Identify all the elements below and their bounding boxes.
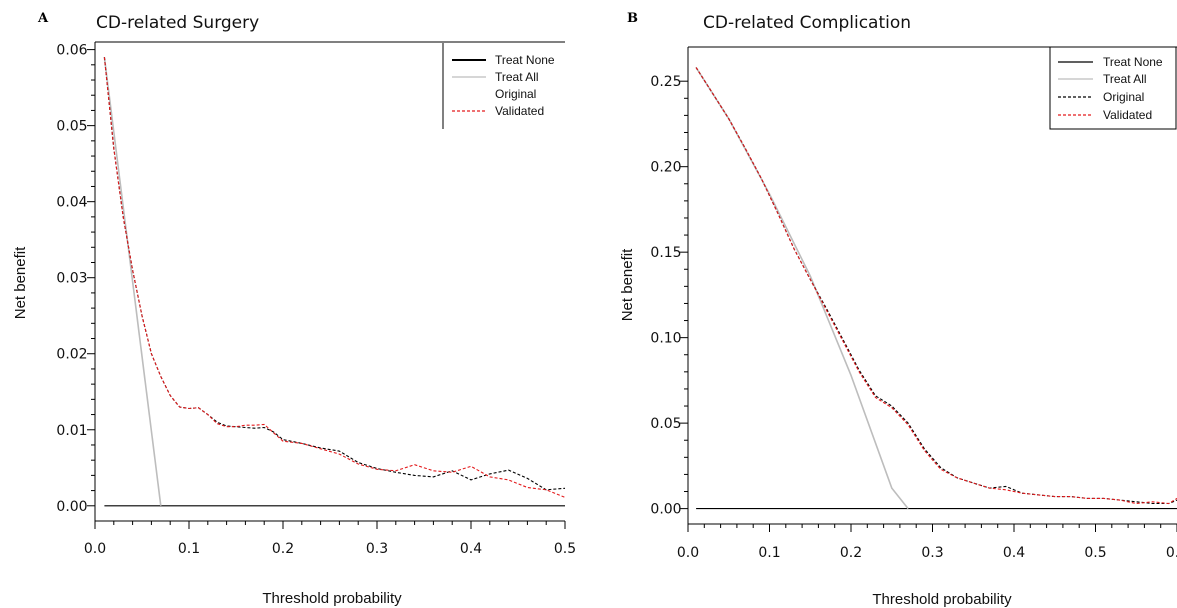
y-tick-label: 0.15	[650, 245, 681, 261]
x-tick-label: 0.0	[677, 545, 699, 561]
x-tick-label: 0.4	[1003, 545, 1025, 561]
x-tick-label: 0.5	[1084, 545, 1106, 561]
panel-letter: A	[37, 11, 49, 26]
x-tick-label: 0.3	[921, 545, 943, 561]
x-tick-label: 0.0	[84, 541, 106, 557]
chart-title: CD-related Complication	[703, 13, 911, 33]
series-line-original	[695, 67, 1177, 505]
y-tick-label: 0.06	[56, 43, 87, 59]
x-tick-label: 0.3	[366, 541, 388, 557]
x-tick-label: 0.2	[840, 545, 862, 561]
series-line-validated	[695, 67, 1177, 505]
series-line-treat-all	[103, 57, 162, 506]
x-tick-label: 0.6	[1166, 545, 1177, 561]
legend-label-treat-all: Treat All	[495, 70, 539, 84]
x-tick-label: 0.4	[460, 541, 482, 557]
legend: Treat None Treat All Original Validated	[442, 43, 555, 129]
chart-title: CD-related Surgery	[96, 13, 259, 33]
y-tick-label: 0.04	[56, 195, 87, 211]
y-tick-label: 0.03	[56, 271, 87, 287]
y-tick-label: 0.00	[56, 499, 87, 515]
y-tick-label: 0.05	[650, 416, 681, 432]
chart-panel-b: B CD-related Complication 0.0 0.1 0.2 0.3 0.4 0…	[619, 11, 1177, 608]
legend-label-original: Original	[1103, 90, 1144, 104]
y-tick-label: 0.10	[650, 331, 681, 347]
legend-label-original: Original	[495, 87, 536, 101]
y-tick-label: 0.00	[650, 502, 681, 518]
y-axis-title: Net benefit	[12, 246, 29, 319]
legend: Treat None Treat All Original Validated	[1049, 46, 1177, 130]
x-tick-label: 0.1	[758, 545, 780, 561]
chart-panel-a: A CD-related Surgery 0.0 0.1 0.2 0.3 0.4 0.5 0.0…	[12, 11, 576, 607]
y-tick-label: 0.01	[56, 423, 87, 439]
y-tick-label: 0.05	[56, 119, 87, 135]
x-tick-label: 0.5	[554, 541, 576, 557]
x-axis-title: Threshold probability	[262, 590, 402, 607]
x-axis-title: Threshold probability	[872, 591, 1012, 608]
series-line-original	[103, 57, 566, 491]
y-axis-title: Net benefit	[619, 248, 636, 321]
series-line-validated	[103, 57, 566, 498]
series-line-treat-all	[695, 67, 909, 510]
panel-letter: B	[627, 11, 638, 26]
legend-label-treat-all: Treat All	[1103, 72, 1147, 86]
y-tick-label: 0.02	[56, 347, 87, 363]
legend-label-treat-none: Treat None	[495, 53, 555, 67]
x-tick-label: 0.1	[178, 541, 200, 557]
y-tick-label: 0.25	[650, 74, 681, 90]
x-tick-label: 0.2	[272, 541, 294, 557]
legend-label-treat-none: Treat None	[1103, 55, 1163, 69]
legend-label-validated: Validated	[495, 104, 544, 118]
y-tick-label: 0.20	[650, 160, 681, 176]
legend-label-validated: Validated	[1103, 108, 1152, 122]
